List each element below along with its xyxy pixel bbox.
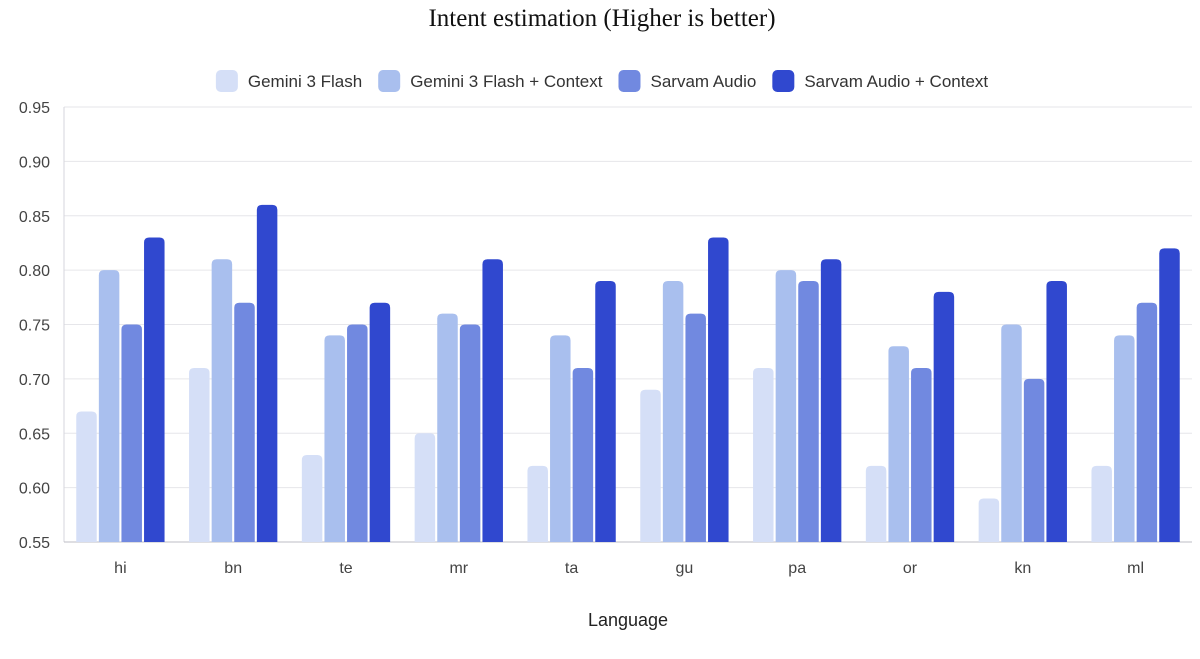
bar-kn-1 <box>978 498 1000 542</box>
bar-gu-2 <box>662 281 684 542</box>
legend-swatch <box>215 70 238 92</box>
x-tick-label: gu <box>676 560 694 577</box>
x-tick-label: mr <box>449 560 468 577</box>
x-tick-label: bn <box>224 560 242 577</box>
y-tick-label: 0.60 <box>19 481 50 498</box>
y-tick-label: 0.90 <box>19 154 50 171</box>
x-tick-label: ml <box>1127 560 1144 577</box>
y-tick-label: 0.70 <box>19 372 50 389</box>
x-axis-label: Language <box>588 610 668 630</box>
bar-hi-2 <box>98 270 120 542</box>
bar-or-1 <box>865 465 887 542</box>
bar-pa-4 <box>820 259 842 542</box>
bar-bn-4 <box>256 204 278 542</box>
bar-or-4 <box>933 291 955 542</box>
bar-or-2 <box>888 346 909 542</box>
bar-ta-2 <box>550 335 571 542</box>
y-tick-label: 0.95 <box>19 100 50 117</box>
y-tick-label: 0.65 <box>19 426 50 443</box>
bar-or-3 <box>911 368 932 542</box>
x-axis: hi bn te mr ta gu pa or kn ml <box>114 560 1144 577</box>
bar-te-3 <box>347 324 368 542</box>
bar-bn-2 <box>211 259 233 542</box>
bar-mr-1 <box>414 433 436 542</box>
bar-bn-1 <box>189 368 210 542</box>
bar-ml-3 <box>1136 302 1158 542</box>
gridlines <box>64 106 1192 543</box>
bar-bn-3 <box>234 302 255 542</box>
bar-hi-1 <box>76 411 97 542</box>
bar-te-4 <box>369 302 391 542</box>
bar-kn-4 <box>1046 281 1067 542</box>
bar-pa-1 <box>753 368 774 542</box>
bar-gu-4 <box>708 237 729 542</box>
legend-label: Sarvam Audio + Context <box>804 72 988 91</box>
legend-label: Sarvam Audio <box>650 72 756 91</box>
legend-label: Gemini 3 Flash <box>248 72 362 91</box>
chart-title: Intent estimation (Higher is better) <box>428 5 775 32</box>
bar-mr-2 <box>437 313 458 542</box>
bar-hi-3 <box>121 324 142 542</box>
x-tick-label: ta <box>565 560 578 577</box>
bar-ml-4 <box>1159 248 1180 542</box>
x-tick-label: hi <box>114 560 126 577</box>
bar-mr-3 <box>459 324 481 542</box>
y-axis: 0.55 0.60 0.65 0.70 0.75 0.80 0.85 0.90 0.95 <box>19 100 1192 552</box>
bar-gu-3 <box>685 313 706 542</box>
bar-pa-2 <box>775 270 797 542</box>
y-tick-label: 0.75 <box>19 318 50 335</box>
y-tick-label: 0.55 <box>19 535 50 552</box>
bar-pa-3 <box>798 281 819 542</box>
bar-kn-2 <box>1001 324 1022 542</box>
bar-kn-3 <box>1023 378 1045 542</box>
legend-swatch <box>378 70 401 92</box>
bar-ml-1 <box>1091 465 1112 542</box>
x-tick-label: pa <box>788 560 806 577</box>
x-tick-label: kn <box>1014 560 1031 577</box>
bars <box>76 204 1180 542</box>
bar-te-1 <box>301 455 323 542</box>
legend-label: Gemini 3 Flash + Context <box>410 72 603 91</box>
bar-hi-4 <box>144 237 165 542</box>
legend-swatch <box>618 70 641 92</box>
legend: Gemini 3 Flash Gemini 3 Flash + Context Sa… <box>215 70 988 92</box>
legend-swatch <box>772 70 795 92</box>
bar-mr-4 <box>482 259 503 542</box>
bar-ta-3 <box>572 368 594 542</box>
bar-ta-1 <box>527 465 548 542</box>
bar-gu-1 <box>640 389 661 542</box>
bar-ml-2 <box>1114 335 1135 542</box>
bar-te-2 <box>324 335 345 542</box>
y-tick-label: 0.80 <box>19 263 50 280</box>
bar-ta-4 <box>595 281 616 542</box>
y-tick-label: 0.85 <box>19 209 50 226</box>
x-tick-label: te <box>339 560 352 577</box>
x-tick-label: or <box>903 560 918 577</box>
